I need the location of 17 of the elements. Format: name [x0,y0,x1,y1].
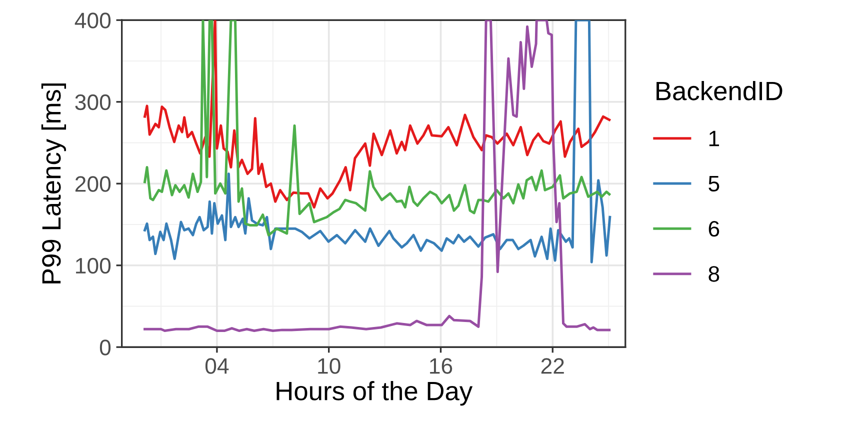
line-series [144,20,611,332]
y-tick-label: 400 [74,12,111,28]
x-tick-label: 10 [318,358,340,374]
y-axis-title: P99 Latency [ms] [41,84,66,284]
y-tick-label: 300 [75,94,111,110]
legend-label: 6 [708,220,720,237]
y-tick-label: 200 [75,176,111,192]
legend-title: BackendID [656,80,782,100]
y-tick-label: 100 [76,258,111,274]
legend-label: 5 [708,176,720,192]
x-axis-title: Hours of the Day [276,381,473,406]
legend-label: 1 [709,130,720,146]
legend-label: 8 [708,266,720,282]
x-tick-label: 16 [430,358,452,374]
x-tick-label: 22 [541,358,564,374]
x-tick-label: 04 [205,358,229,374]
y-tick-label: 0 [100,340,111,356]
